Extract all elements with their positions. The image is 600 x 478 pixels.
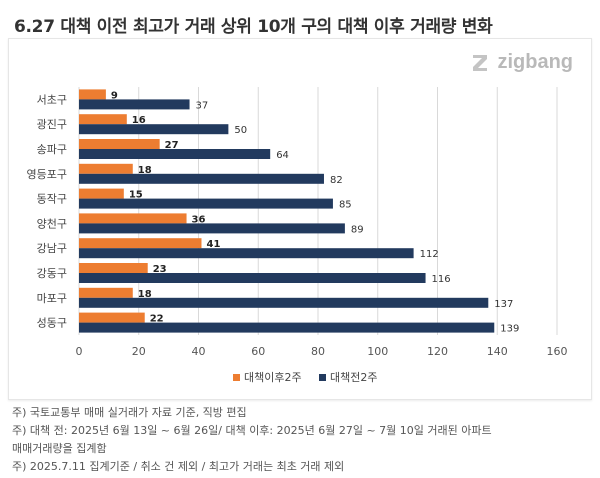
category-label: 성동구 <box>37 317 67 330</box>
x-tick-label: 80 <box>311 345 325 358</box>
legend-swatch-before <box>319 374 326 381</box>
bar-before <box>79 198 333 209</box>
data-label-after: 27 <box>165 140 179 151</box>
x-tick-label: 0 <box>76 345 83 358</box>
legend-swatch-after <box>233 374 240 381</box>
bar-before <box>79 273 426 283</box>
x-tick-label: 20 <box>132 345 146 358</box>
bar-after <box>79 163 133 174</box>
bar-before <box>79 124 229 135</box>
x-tick-label: 160 <box>547 345 568 358</box>
data-label-before: 116 <box>432 274 451 285</box>
category-label: 마포구 <box>37 292 67 305</box>
data-label-after: 9 <box>111 90 118 101</box>
data-label-before: 50 <box>234 125 247 136</box>
data-label-before: 37 <box>196 100 209 111</box>
bar-before <box>79 149 271 159</box>
bar-before <box>79 248 414 259</box>
data-label-before: 89 <box>351 224 364 235</box>
data-label-after: 18 <box>138 289 152 300</box>
x-tick-label: 40 <box>192 345 206 358</box>
data-label-before: 82 <box>330 175 343 186</box>
data-label-after: 15 <box>129 190 143 201</box>
bar-before <box>79 99 190 110</box>
x-tick-label: 60 <box>251 345 265 358</box>
data-label-before: 137 <box>494 299 513 310</box>
bar-before <box>79 322 495 333</box>
zigbang-logo-text: zigbang <box>497 51 573 73</box>
footnote-3: 매매거래량을 집계함 <box>12 442 107 455</box>
bar-after <box>79 263 148 273</box>
data-label-before: 85 <box>339 200 352 211</box>
bar-after <box>79 188 124 199</box>
category-label: 영등포구 <box>27 168 67 181</box>
bar-before <box>79 223 345 234</box>
footnotes: 주) 국토교통부 매매 실거래가 자료 기준, 직방 편집 주) 대책 전: 2… <box>12 404 572 476</box>
data-label-after: 36 <box>192 214 206 225</box>
category-label: 송파구 <box>37 143 67 156</box>
footnote-4: 주) 2025.7.11 집계기준 / 취소 건 제외 / 최고가 거래는 최초… <box>12 460 345 473</box>
bar-chart: 0 20 40 60 80 100 120 140 160 서초구 9 37 광진구 16 50 송파구 27 6… <box>27 87 568 384</box>
category-label: 양천구 <box>37 216 67 230</box>
data-label-after: 16 <box>132 115 146 126</box>
bar-after <box>79 139 160 149</box>
legend-label-before: 대책전2주 <box>330 371 377 384</box>
chart-card: zigbang 0 20 40 60 80 100 120 140 160 서초구 9 37 광진구 16… <box>8 38 592 400</box>
bar-before <box>79 173 324 184</box>
category-label: 광진구 <box>37 118 67 131</box>
bar-after <box>79 114 127 125</box>
data-label-before: 112 <box>420 249 439 260</box>
data-label-before: 139 <box>500 324 519 335</box>
x-tick-label: 120 <box>427 345 448 358</box>
category-label: 강동구 <box>37 267 67 280</box>
data-label-after: 22 <box>150 314 164 325</box>
category-label: 강남구 <box>37 242 67 255</box>
data-label-after: 41 <box>206 239 220 250</box>
chart-title: 6.27 대책 이전 최고가 거래 상위 10개 구의 대책 이후 거래량 변화 <box>14 17 493 37</box>
bar-before <box>79 297 489 308</box>
bar-after <box>79 287 133 298</box>
bar-after <box>79 213 187 224</box>
data-label-after: 18 <box>138 165 152 176</box>
x-tick-label: 100 <box>367 345 388 358</box>
bar-after <box>79 238 202 249</box>
legend-label-after: 대책이후2주 <box>244 371 302 384</box>
category-label: 서초구 <box>37 93 67 106</box>
footnote-1: 주) 국토교통부 매매 실거래가 자료 기준, 직방 편집 <box>12 406 247 419</box>
zigbang-logo: zigbang <box>469 51 573 74</box>
category-label: 동작구 <box>37 193 67 206</box>
bar-after <box>79 89 106 100</box>
zigbang-logo-icon <box>473 54 488 71</box>
x-tick-label: 140 <box>487 345 508 358</box>
bar-after <box>79 312 145 323</box>
data-label-after: 23 <box>153 264 167 275</box>
footnote-2: 주) 대책 전: 2025년 6월 13일 ~ 6월 26일/ 대책 이후: 2… <box>12 424 492 437</box>
data-label-before: 64 <box>276 150 289 161</box>
